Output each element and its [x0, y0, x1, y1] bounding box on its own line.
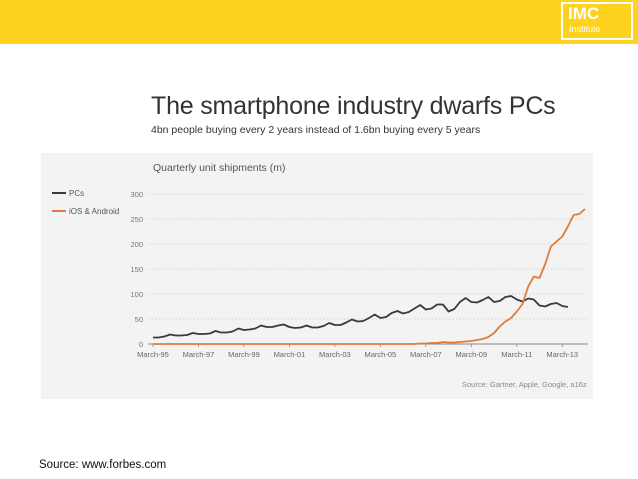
x-tick-label: March-09	[455, 350, 487, 359]
slide-subtitle: 4bn people buying every 2 years instead …	[151, 124, 481, 136]
x-tick-label: March-01	[274, 350, 306, 359]
chart-source: Source: Gartner, Apple, Google, a16z	[462, 380, 587, 389]
x-axis-ticks: March-95 March-97 March-99 March-01 March-03…	[137, 344, 578, 359]
header-band	[0, 0, 638, 44]
imc-institute-logo: IMC Institute	[561, 2, 633, 40]
y-tick-label: 0	[139, 340, 143, 349]
y-tick-label: 300	[130, 190, 143, 199]
chart-title: Quarterly unit shipments (m)	[153, 162, 285, 174]
x-tick-label: March-03	[319, 350, 351, 359]
y-tick-label: 150	[130, 265, 143, 274]
x-tick-label: March-97	[183, 350, 215, 359]
y-tick-label: 250	[130, 215, 143, 224]
series-lines	[153, 208, 586, 345]
logo-sub-text: Institute	[569, 24, 601, 34]
x-tick-label: March-95	[137, 350, 169, 359]
legend: PCs iOS & Android	[52, 189, 119, 216]
gridlines	[148, 193, 588, 320]
legend-mobile-label: iOS & Android	[69, 207, 119, 216]
x-tick-label: March-13	[546, 350, 578, 359]
y-tick-label: 200	[130, 240, 143, 249]
y-tick-label: 100	[130, 290, 143, 299]
x-tick-label: March-11	[501, 350, 532, 359]
x-tick-label: March-07	[410, 350, 442, 359]
y-tick-label: 50	[135, 315, 143, 324]
x-tick-label: March-05	[365, 350, 397, 359]
logo-main-text: IMC	[568, 4, 600, 23]
y-axis-ticks: 0 50 100 150 200 250 300	[130, 190, 143, 349]
footer-source: Source: www.forbes.com	[39, 459, 167, 471]
ios-android-series-line	[153, 208, 586, 345]
pcs-series-line	[153, 295, 569, 339]
slide-title: The smartphone industry dwarfs PCs	[151, 92, 556, 120]
x-tick-label: March-99	[228, 350, 260, 359]
legend-pcs-label: PCs	[69, 189, 84, 198]
